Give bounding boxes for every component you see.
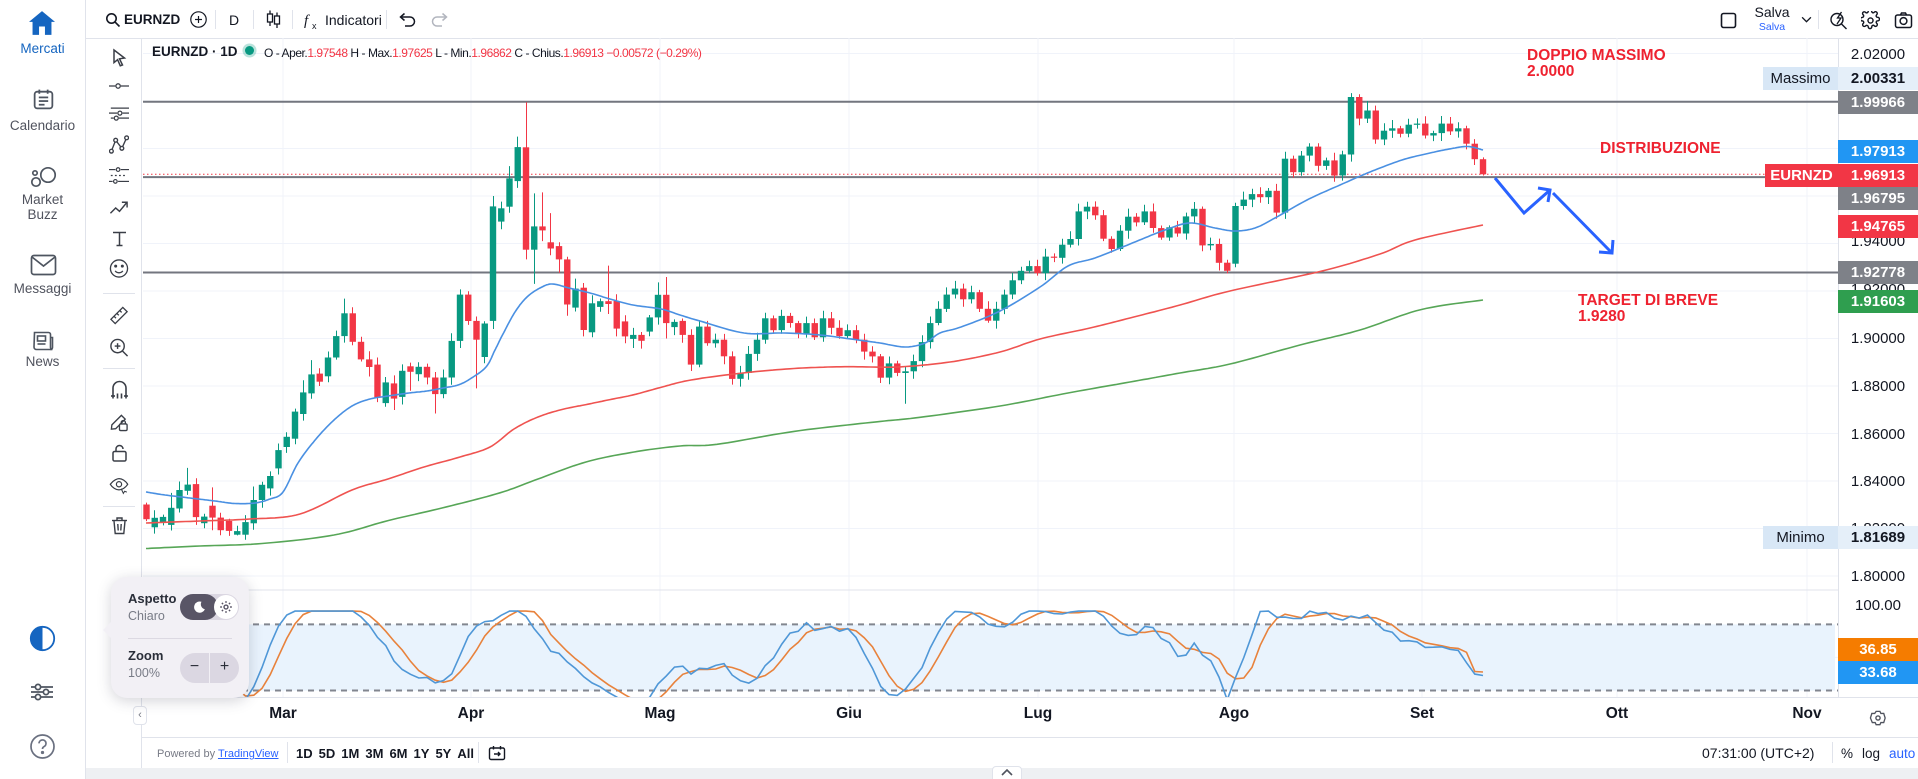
svg-text:2.0000: 2.0000 (1527, 63, 1574, 80)
svg-text:DISTRIBUZIONE: DISTRIBUZIONE (1600, 140, 1721, 157)
svg-text:x: x (312, 21, 317, 30)
svg-text:TARGET DI BREVE: TARGET DI BREVE (1578, 292, 1718, 309)
svg-text:f: f (304, 13, 310, 29)
svg-text:DOPPIO MASSIMO: DOPPIO MASSIMO (1527, 47, 1666, 64)
svg-text:1.9280: 1.9280 (1578, 308, 1625, 325)
